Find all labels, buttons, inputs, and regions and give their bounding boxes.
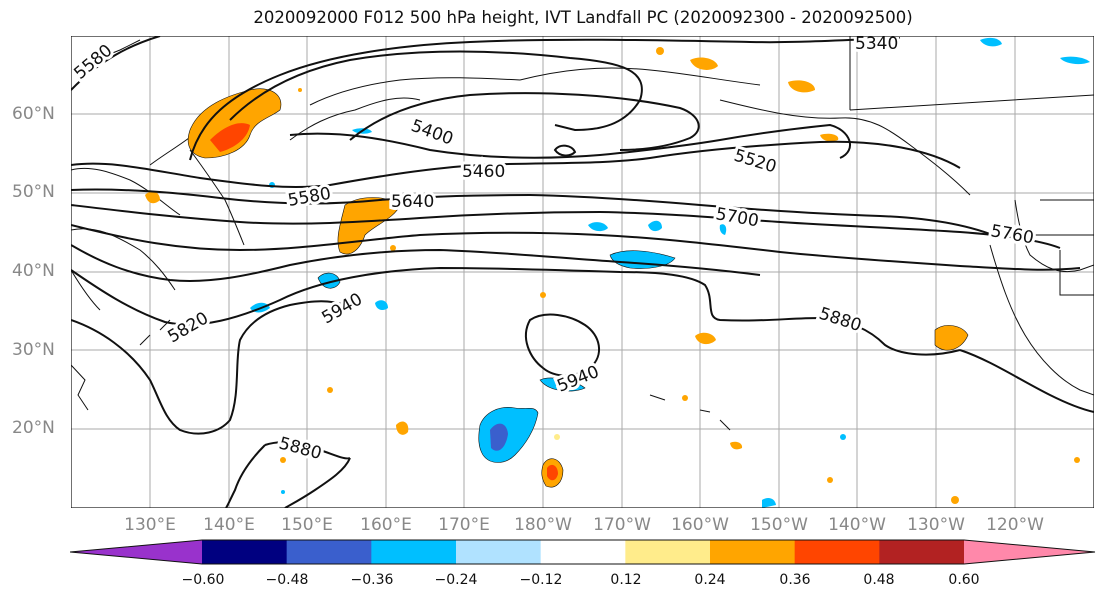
lon-label-170e: 170°E — [438, 515, 490, 535]
lon-label-170w: 170°W — [593, 515, 651, 535]
lon-label-120w: 120°W — [986, 515, 1044, 535]
lat-label-30n: 30°N — [12, 340, 55, 360]
lat-label-40n: 40°N — [12, 261, 55, 281]
lat-label-50n: 50°N — [12, 182, 55, 202]
colorbar-cell — [456, 540, 542, 564]
colorbar-tick: −0.60 — [181, 572, 225, 588]
graticule — [71, 36, 1094, 508]
colorbar-cell — [286, 540, 372, 564]
contour-label: 5640 — [391, 192, 434, 212]
lat-label-60n: 60°N — [12, 104, 55, 124]
lon-label-130e: 130°E — [124, 515, 176, 535]
colorbar-extend-high — [964, 540, 1095, 564]
contour-label: 5460 — [462, 162, 505, 182]
lon-label-130w: 130°W — [907, 515, 965, 535]
colorbar-cell — [794, 540, 880, 564]
colorbar-cell — [540, 540, 626, 564]
map-panel: 5580 5340 5400 5460 5520 5580 5640 5700 … — [71, 36, 1094, 508]
colorbar-tick: 0.60 — [948, 572, 980, 588]
contour-label: 5340 — [855, 36, 898, 54]
lon-label-150w: 150°W — [750, 515, 808, 535]
colorbar-tick: 0.48 — [863, 572, 895, 588]
colorbar-cell — [710, 540, 796, 564]
colorbar-tick: −0.24 — [434, 572, 478, 588]
lon-label-180w: 180°W — [514, 515, 572, 535]
colorbar-tick: −0.48 — [265, 572, 309, 588]
lon-label-160e: 160°E — [360, 515, 412, 535]
lon-label-140e: 140°E — [203, 515, 255, 535]
height-contours — [71, 36, 1094, 508]
colorbar-cell — [371, 540, 457, 564]
lat-label-20n: 20°N — [12, 418, 55, 438]
colorbar-tick: 0.24 — [694, 572, 726, 588]
lon-label-140w: 140°W — [828, 515, 886, 535]
colorbar-cell — [625, 540, 711, 564]
colorbar-cell — [879, 540, 965, 564]
ivt-positive-shading — [145, 47, 1080, 504]
colorbar-tick: −0.12 — [519, 572, 563, 588]
lon-label-160w: 160°W — [671, 515, 729, 535]
colorbar-cell — [202, 540, 288, 564]
lon-label-150e: 150°E — [281, 515, 333, 535]
colorbar-tick: −0.36 — [350, 572, 394, 588]
colorbar-tick: 0.12 — [610, 572, 642, 588]
colorbar — [70, 539, 1096, 565]
map-title: 2020092000 F012 500 hPa height, IVT Land… — [253, 8, 913, 27]
colorbar-tick: 0.36 — [779, 572, 811, 588]
colorbar-extend-low — [70, 540, 202, 564]
